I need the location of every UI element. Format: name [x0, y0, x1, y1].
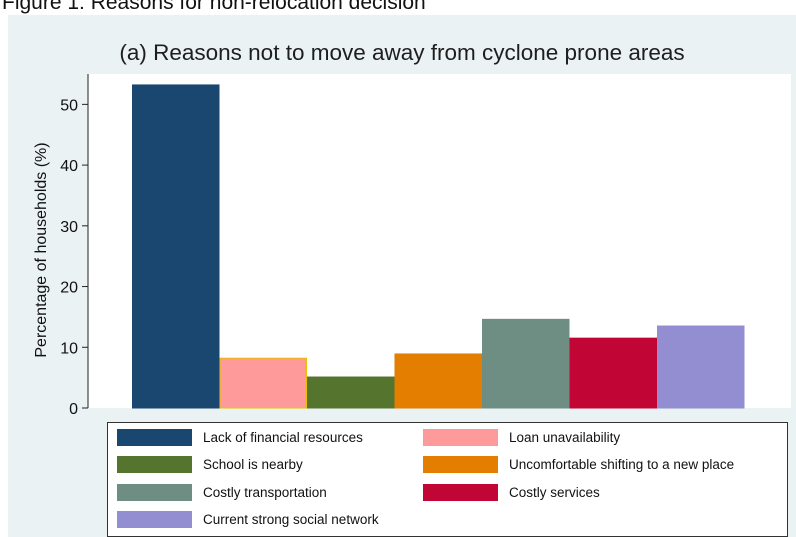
bar	[482, 318, 570, 409]
figure-caption: Figure 1: Reasons for non-relocation dec…	[2, 0, 426, 14]
y-tick-label: 40	[60, 158, 78, 175]
legend: Lack of financial resources Loan unavaila…	[107, 422, 788, 537]
bar	[132, 84, 220, 409]
bars-group	[132, 84, 745, 409]
legend-swatch	[117, 429, 192, 446]
y-tick-label: 10	[60, 340, 78, 357]
bar	[219, 357, 307, 409]
legend-label: Current strong social network	[203, 512, 379, 527]
legend-swatch	[117, 456, 192, 473]
y-tick-label: 30	[60, 219, 78, 236]
legend-item: Loan unavailability	[423, 429, 620, 446]
legend-label: Loan unavailability	[509, 430, 621, 445]
legend-item: Costly services	[423, 484, 600, 501]
legend-label: Costly transportation	[203, 485, 327, 500]
bar-chart: (a) Reasons not to move away from cyclon…	[33, 40, 791, 418]
bar	[394, 353, 482, 409]
legend-swatch	[117, 484, 192, 501]
bar	[307, 376, 395, 409]
legend-label: Uncomfortable shifting to a new place	[509, 457, 735, 472]
y-tick-label: 20	[60, 280, 78, 297]
y-axis: 0 10 20 30 40 50	[60, 74, 89, 418]
legend-swatch	[423, 429, 498, 446]
y-axis-label: Percentage of households (%)	[33, 142, 50, 357]
legend-item: Costly transportation	[117, 484, 327, 501]
legend-swatch	[423, 456, 498, 473]
legend-label: School is nearby	[203, 457, 303, 472]
legend-label: Costly services	[509, 485, 600, 500]
bar	[569, 337, 657, 409]
legend-item: Uncomfortable shifting to a new place	[423, 456, 734, 473]
legend-label: Lack of financial resources	[203, 430, 363, 445]
chart-panel: (a) Reasons not to move away from cyclon…	[8, 15, 796, 537]
legend-item: Lack of financial resources	[117, 429, 363, 446]
chart-title: (a) Reasons not to move away from cyclon…	[119, 40, 684, 65]
bar	[657, 325, 745, 409]
legend-item: School is nearby	[117, 456, 303, 473]
y-tick-label: 0	[69, 401, 78, 418]
legend-item: Current strong social network	[117, 511, 379, 528]
legend-swatch	[117, 511, 192, 528]
y-tick-label: 50	[60, 97, 78, 114]
legend-swatch	[423, 484, 498, 501]
